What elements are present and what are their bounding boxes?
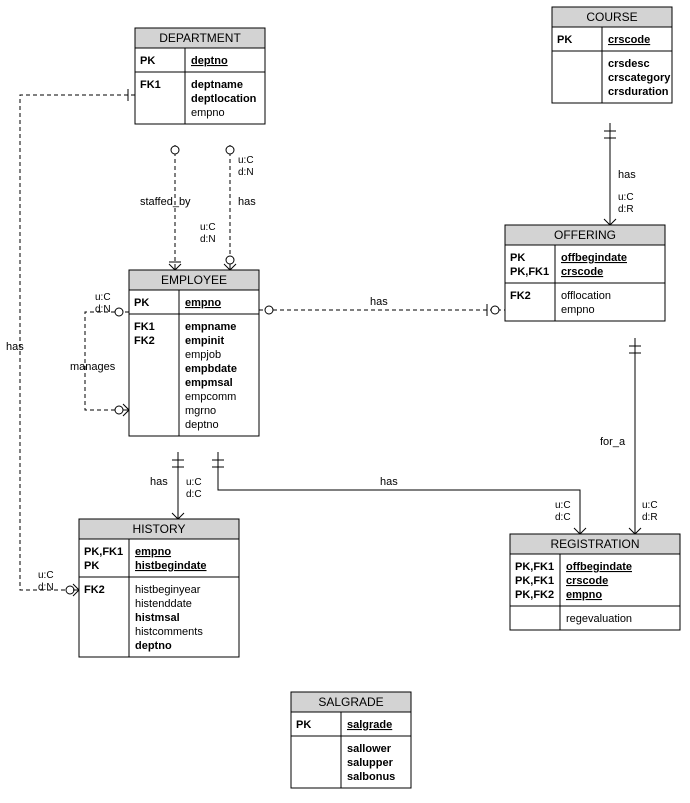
entity-title-history: HISTORY [133, 522, 186, 536]
svg-text:deptno: deptno [185, 419, 219, 431]
svg-text:u:C: u:C [238, 155, 254, 166]
svg-text:FK2: FK2 [510, 290, 531, 302]
svg-text:d:C: d:C [555, 512, 571, 523]
svg-text:PK,FK1: PK,FK1 [515, 575, 554, 587]
svg-text:deptno: deptno [191, 55, 228, 67]
svg-text:crscategory: crscategory [608, 72, 671, 84]
svg-text:has: has [380, 476, 398, 488]
svg-text:empjob: empjob [185, 349, 221, 361]
svg-text:d:C: d:C [186, 489, 202, 500]
svg-text:PK,FK2: PK,FK2 [515, 589, 554, 601]
svg-text:histbegindate: histbegindate [135, 560, 207, 572]
entity-title-department: DEPARTMENT [159, 31, 241, 45]
svg-text:crsduration: crsduration [608, 86, 669, 98]
svg-text:empno: empno [185, 297, 221, 309]
svg-text:offbegindate: offbegindate [566, 561, 632, 573]
svg-text:offlocation: offlocation [561, 290, 611, 302]
entity-title-course: COURSE [586, 10, 637, 24]
entity-title-registration: REGISTRATION [550, 537, 639, 551]
svg-text:salgrade: salgrade [347, 719, 392, 731]
svg-text:for_a: for_a [600, 436, 626, 448]
svg-text:deptname: deptname [191, 79, 243, 91]
svg-text:salbonus: salbonus [347, 771, 395, 783]
svg-text:PK: PK [140, 55, 155, 67]
svg-text:PK,FK1: PK,FK1 [510, 266, 549, 278]
svg-text:d:R: d:R [642, 512, 658, 523]
svg-text:d:N: d:N [95, 304, 111, 315]
svg-text:PK: PK [296, 719, 311, 731]
svg-text:PK: PK [134, 297, 149, 309]
svg-text:has: has [6, 341, 24, 353]
svg-text:mgrno: mgrno [185, 405, 216, 417]
svg-text:has: has [238, 196, 256, 208]
svg-text:regevaluation: regevaluation [566, 613, 632, 625]
svg-text:PK: PK [510, 252, 525, 264]
svg-text:empno: empno [191, 107, 225, 119]
svg-text:has: has [370, 296, 388, 308]
svg-text:empbdate: empbdate [185, 363, 237, 375]
svg-text:PK,FK1: PK,FK1 [84, 546, 123, 558]
svg-text:PK: PK [557, 34, 572, 46]
svg-text:empno: empno [135, 546, 171, 558]
svg-text:empinit: empinit [185, 335, 224, 347]
svg-text:FK2: FK2 [134, 335, 155, 347]
svg-text:u:C: u:C [38, 570, 54, 581]
entity-title-offering: OFFERING [554, 228, 616, 242]
svg-text:u:C: u:C [186, 477, 202, 488]
svg-text:histmsal: histmsal [135, 612, 180, 624]
svg-text:histbeginyear: histbeginyear [135, 584, 201, 596]
svg-text:d:N: d:N [238, 167, 254, 178]
svg-text:empname: empname [185, 321, 236, 333]
svg-text:FK2: FK2 [84, 584, 105, 596]
svg-text:d:N: d:N [200, 234, 216, 245]
svg-text:has: has [618, 169, 636, 181]
svg-text:PK,FK1: PK,FK1 [515, 561, 554, 573]
svg-text:deptno: deptno [135, 640, 172, 652]
svg-text:u:C: u:C [95, 292, 111, 303]
svg-text:u:C: u:C [642, 500, 658, 511]
svg-text:empno: empno [561, 304, 595, 316]
svg-text:PK: PK [84, 560, 99, 572]
svg-text:crscode: crscode [608, 34, 650, 46]
svg-text:crscode: crscode [561, 266, 603, 278]
svg-text:crscode: crscode [566, 575, 608, 587]
svg-text:empno: empno [566, 589, 602, 601]
svg-text:histcomments: histcomments [135, 626, 203, 638]
svg-text:FK1: FK1 [134, 321, 155, 333]
svg-text:staffed_by: staffed_by [140, 196, 191, 208]
svg-text:has: has [150, 476, 168, 488]
svg-text:FK1: FK1 [140, 79, 161, 91]
entity-title-salgrade: SALGRADE [318, 695, 383, 709]
svg-text:empmsal: empmsal [185, 377, 233, 389]
svg-text:salupper: salupper [347, 757, 394, 769]
svg-text:u:C: u:C [618, 192, 634, 203]
er-diagram: staffed_byu:Cd:Nhasu:Cd:Nhasu:Cd:Rhasman… [0, 0, 690, 803]
entity-title-employee: EMPLOYEE [161, 273, 227, 287]
svg-text:deptlocation: deptlocation [191, 93, 257, 105]
svg-text:empcomm: empcomm [185, 391, 236, 403]
svg-text:d:R: d:R [618, 204, 634, 215]
svg-text:u:C: u:C [200, 222, 216, 233]
svg-text:u:C: u:C [555, 500, 571, 511]
svg-text:manages: manages [70, 361, 116, 373]
svg-text:crsdesc: crsdesc [608, 58, 650, 70]
svg-text:offbegindate: offbegindate [561, 252, 627, 264]
svg-text:histenddate: histenddate [135, 598, 192, 610]
svg-text:sallower: sallower [347, 743, 392, 755]
svg-text:d:N: d:N [38, 582, 54, 593]
